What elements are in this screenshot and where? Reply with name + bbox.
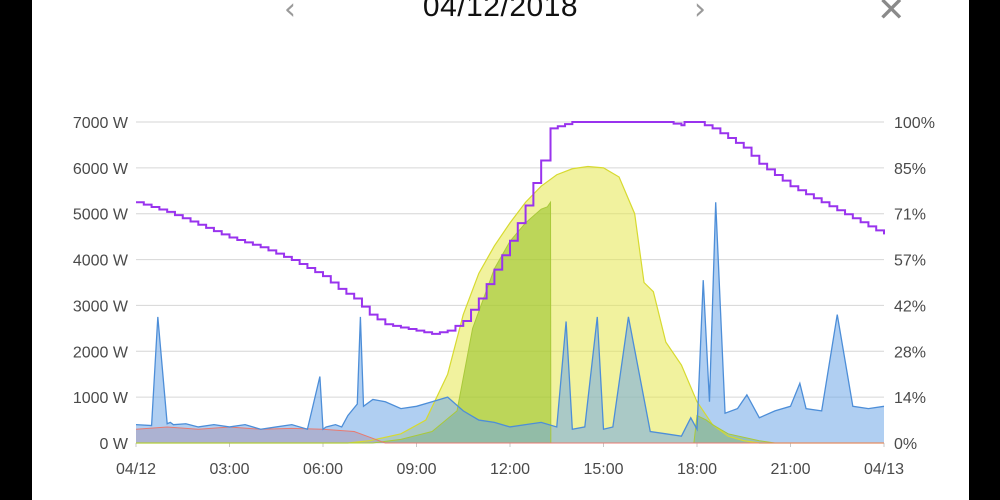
- y-right-tick-label: 85%: [894, 161, 926, 178]
- y-right-tick-label: 100%: [894, 115, 935, 132]
- y-left-tick-label: 2000 W: [73, 344, 129, 361]
- grid-line: [135, 426, 884, 444]
- y-left-tick-label: 5000 W: [73, 207, 129, 224]
- chart-panel: 04/12/2018 ‹ › ✕ 0 W 1000 W 2000 W 3000 W 40…: [32, 0, 969, 500]
- series-areas: [136, 166, 884, 444]
- series-lines: [135, 121, 885, 444]
- x-tick-label: 12:00: [490, 461, 530, 478]
- y-right-tick-label: 57%: [894, 253, 926, 270]
- energy-chart: 0 W 1000 W 2000 W 3000 W 4000 W 5000 W 6000 W 7…: [73, 115, 935, 478]
- consumption-line: [135, 202, 885, 437]
- date-header: 04/12/2018 ‹ › ✕: [32, 0, 969, 40]
- x-tick-label: 06:00: [303, 461, 343, 478]
- consumption-area: [136, 202, 884, 443]
- y-left-tick-label: 4000 W: [73, 253, 129, 270]
- battery-area: [136, 202, 884, 443]
- y-left-tick-label: 3000 W: [73, 298, 129, 315]
- y-left-tick-label: 1000 W: [73, 390, 129, 407]
- battery-line: [136, 200, 884, 444]
- x-tick-label: 04/13: [864, 461, 904, 478]
- y-right-tick-label: 71%: [894, 207, 926, 224]
- solar-line: [136, 165, 884, 444]
- y-right-tick-label: 0%: [894, 436, 917, 453]
- soc-line: [136, 121, 885, 335]
- x-tick-label: 03:00: [209, 461, 249, 478]
- y-right-tick-label: 14%: [894, 390, 926, 407]
- chevron-right-icon[interactable]: ›: [694, 0, 706, 27]
- axis-labels: 0 W 1000 W 2000 W 3000 W 4000 W 5000 W 6000 W 7…: [73, 115, 935, 478]
- x-tick-label: 15:00: [583, 461, 623, 478]
- y-left-tick-label: 0 W: [100, 436, 129, 453]
- y-right-tick-label: 42%: [894, 298, 926, 315]
- y-left-tick-label: 6000 W: [73, 161, 129, 178]
- x-tick-label: 04/12: [116, 461, 156, 478]
- chevron-left-icon[interactable]: ‹: [284, 0, 296, 27]
- y-left-tick-label: 7000 W: [73, 115, 129, 132]
- date-title: 04/12/2018: [422, 0, 579, 23]
- y-right-tick-label: 28%: [894, 344, 926, 361]
- x-tick-label: 21:00: [770, 461, 810, 478]
- x-tick-label: 09:00: [396, 461, 436, 478]
- x-tick-label: 18:00: [677, 461, 717, 478]
- close-icon[interactable]: ✕: [877, 0, 906, 30]
